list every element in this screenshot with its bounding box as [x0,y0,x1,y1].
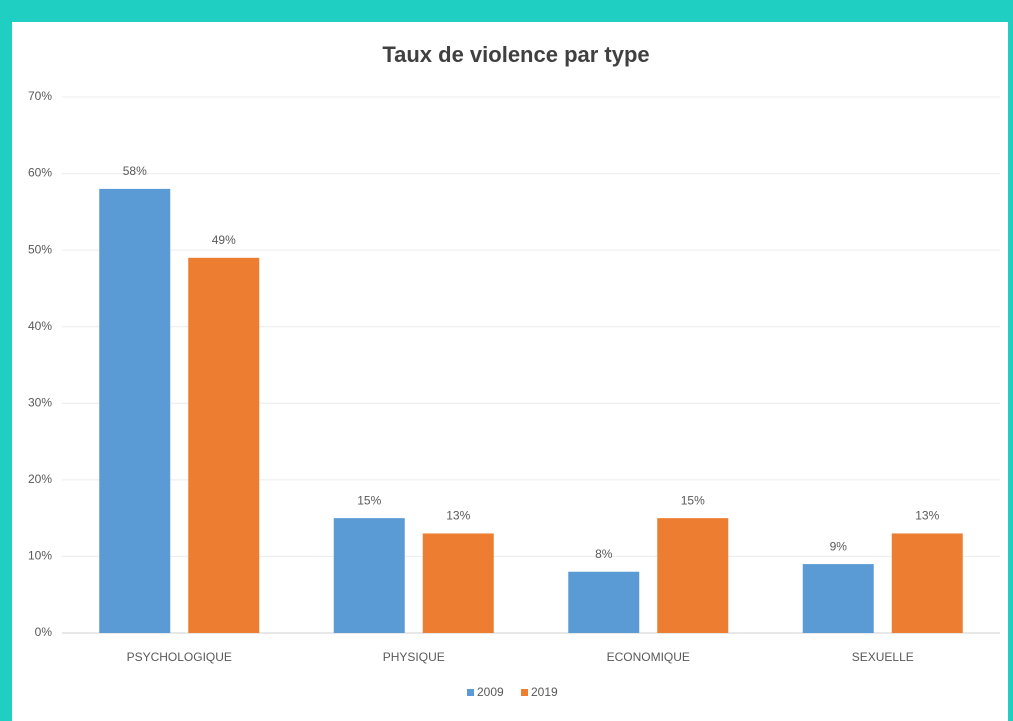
data-label: 15% [357,493,381,507]
bar [188,257,260,633]
bar [802,564,874,633]
data-label: 15% [681,493,705,507]
bar [99,188,171,633]
data-label: 8% [595,547,613,561]
x-tick-label: ECONOMIQUE [607,650,690,664]
x-tick-label: PSYCHOLOGIQUE [127,650,232,664]
data-label: 9% [830,539,848,553]
bar [891,533,963,633]
x-tick-label: SEXUELLE [852,650,914,664]
data-label: 58% [123,164,147,178]
y-tick-label: 40% [28,319,52,333]
y-tick-label: 60% [28,166,52,180]
y-tick-label: 50% [28,242,52,256]
y-tick-label: 0% [35,625,53,639]
y-tick-label: 20% [28,472,52,486]
legend-swatch [521,689,528,696]
y-tick-label: 30% [28,395,52,409]
legend-swatch [467,689,474,696]
data-label: 49% [212,233,236,247]
bar [333,518,405,633]
x-tick-label: PHYSIQUE [383,650,445,664]
bar [422,533,494,633]
y-tick-label: 10% [28,549,52,563]
bar [657,518,729,633]
data-label: 13% [446,509,470,523]
bar [568,571,640,633]
data-label: 13% [915,509,939,523]
legend-label: 2019 [531,685,558,699]
y-tick-label: 70% [28,89,52,103]
legend-label: 2009 [477,685,504,699]
chart-title: Taux de violence par type [382,42,649,67]
